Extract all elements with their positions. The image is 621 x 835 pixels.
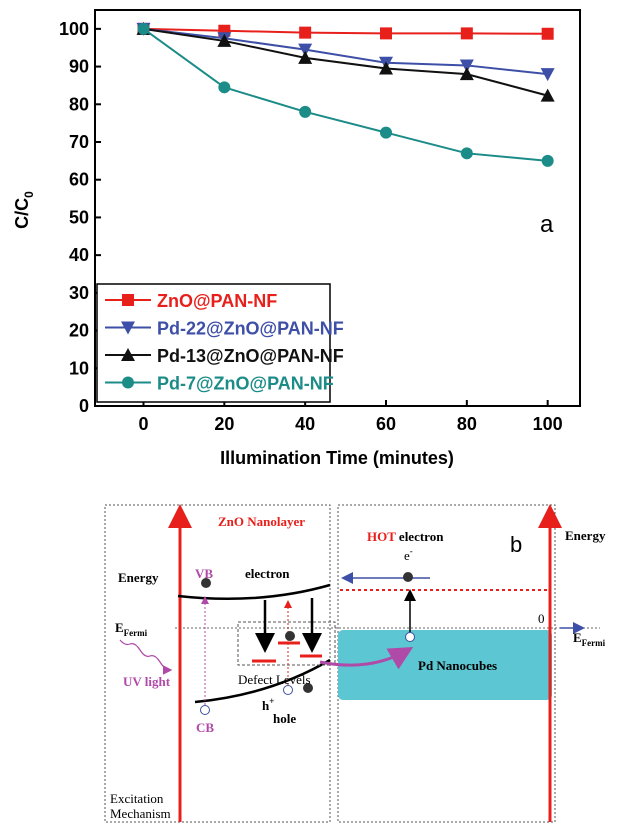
panel-label: b: [510, 532, 522, 557]
marker: [298, 50, 313, 64]
legend-label: Pd-22@ZnO@PAN-NF: [157, 319, 344, 339]
y-tick-label: 50: [69, 207, 89, 227]
y-tick-label: 100: [59, 19, 89, 39]
label: VB: [195, 566, 213, 581]
chart: C/C0 Illumination Time (minutes) a 01020…: [12, 9, 581, 468]
y-tick-label: 30: [69, 283, 89, 303]
label-part: HOT: [367, 529, 396, 544]
uv-wave: [119, 639, 173, 675]
marker: [218, 81, 231, 94]
label: Excitation: [110, 791, 164, 806]
legend-label: Pd-13@ZnO@PAN-NF: [157, 346, 344, 366]
series-line: [143, 27, 548, 76]
x-tick-label: 80: [457, 414, 477, 434]
label-part: h: [262, 698, 270, 713]
y-label-text: C/C: [12, 198, 32, 229]
label: 0: [538, 611, 545, 626]
x-tick-label: 40: [295, 414, 315, 434]
label: h+: [262, 696, 274, 713]
marker: [540, 68, 555, 82]
x-tick-label: 100: [533, 414, 563, 434]
marker: [541, 154, 554, 167]
panel-label: a: [540, 211, 554, 238]
y-tick-label: 80: [69, 94, 89, 114]
label: Pd Nanocubes: [418, 658, 497, 673]
electron-ball: [201, 578, 211, 588]
marker: [460, 27, 473, 40]
y-tick-label: 70: [69, 132, 89, 152]
legend-label: ZnO@PAN-NF: [157, 291, 277, 311]
hole-circle: [200, 705, 210, 715]
marker: [380, 27, 392, 40]
x-axis-label: Illumination Time (minutes): [220, 448, 454, 468]
series-line: [142, 28, 548, 162]
plot-frame: [94, 9, 581, 407]
x-tick-label: 0: [138, 414, 148, 434]
marker: [217, 33, 232, 47]
label: EFermi: [573, 630, 606, 648]
marker: [122, 376, 134, 389]
series-line: [143, 27, 548, 35]
electron-ball: [285, 631, 295, 641]
band-curve: [194, 658, 331, 704]
legend-label: Pd-7@ZnO@PAN-NF: [157, 374, 334, 394]
marker: [299, 105, 312, 118]
left-box: [104, 504, 331, 823]
label: Energy: [118, 570, 159, 585]
marker: [121, 321, 135, 335]
label: Mechanism: [110, 806, 171, 821]
y-tick-label: 90: [69, 57, 89, 77]
marker: [379, 61, 393, 75]
label-part: +: [269, 696, 274, 706]
marker: [122, 294, 134, 306]
marker: [541, 27, 554, 40]
label-part: electron: [399, 529, 444, 544]
marker: [137, 22, 150, 35]
label: ZnO Nanolayer: [218, 514, 305, 529]
label: HOT electron: [367, 529, 444, 544]
band-curve: [177, 583, 331, 601]
marker: [459, 59, 474, 73]
x-tick-label: 20: [214, 414, 234, 434]
marker: [460, 147, 473, 160]
hole-circle: [283, 685, 293, 695]
label: EFermi: [115, 620, 148, 638]
label: Defect Levels: [238, 672, 311, 687]
y-tick-label: 10: [69, 358, 89, 378]
marker: [459, 67, 474, 81]
marker: [298, 43, 313, 57]
y-label-subscript: 0: [22, 191, 36, 198]
label-part: E: [115, 620, 124, 635]
label-part: e: [404, 548, 410, 563]
label: electron: [245, 566, 290, 581]
electron-ball: [403, 572, 413, 582]
label-part: Fermi: [582, 638, 606, 648]
diagram: ZnO Nanolayer HOT electron e- b Energy E…: [104, 504, 606, 823]
marker: [380, 126, 392, 139]
y-tick-label: 40: [69, 245, 89, 265]
label: Energy: [565, 528, 606, 543]
marker: [299, 26, 312, 39]
y-axis-label: C/C0: [12, 191, 36, 229]
label-part: E: [573, 630, 582, 645]
hole-circle: [405, 632, 415, 642]
label-part: -: [410, 546, 413, 556]
label: UV light: [123, 674, 171, 689]
electron-ball: [303, 683, 313, 693]
marker: [121, 348, 135, 361]
label: e-: [404, 546, 413, 563]
label: CB: [196, 720, 214, 735]
series-line: [143, 27, 548, 97]
y-tick-label: 20: [69, 321, 89, 341]
label-part: Fermi: [124, 628, 148, 638]
x-tick-label: 60: [376, 414, 396, 434]
label: hole: [273, 711, 296, 726]
marker: [540, 88, 555, 102]
y-tick-label: 60: [69, 170, 89, 190]
y-tick-label: 0: [79, 396, 89, 416]
transfer-arrow: [319, 646, 414, 670]
